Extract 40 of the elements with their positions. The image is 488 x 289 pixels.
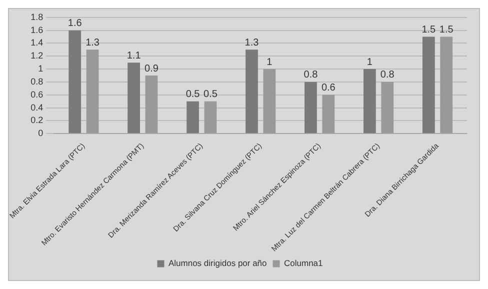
y-tick-label: 1.2: [30, 50, 44, 61]
data-label: 0.5: [204, 89, 218, 100]
bar: [364, 69, 376, 134]
y-tick-label: 1.8: [30, 12, 44, 22]
data-label: 1.3: [86, 37, 100, 48]
y-tick-label: 0.6: [30, 89, 44, 100]
data-label: 1.5: [422, 24, 436, 36]
y-tick-label: 1.6: [30, 24, 44, 35]
data-label: 0.8: [380, 70, 395, 81]
bar: [246, 50, 258, 134]
bar: [263, 69, 276, 134]
bar: [422, 36, 435, 134]
bar: [304, 82, 317, 134]
data-label: 1: [266, 56, 273, 68]
data-label: 0.5: [186, 89, 200, 100]
bar: [68, 30, 82, 134]
data-label: 1.3: [244, 37, 260, 48]
y-tick-label: 0.8: [30, 76, 44, 86]
data-label: 1.5: [439, 24, 454, 36]
bar: [128, 62, 140, 134]
data-label: 1.1: [126, 50, 142, 62]
legend-label: Columna1: [284, 258, 324, 268]
bar: [381, 82, 394, 134]
bar: [186, 101, 199, 134]
legend-label: Alumnos dirigidos por año: [168, 258, 268, 268]
bar: [440, 36, 453, 134]
y-tick-label: 0: [38, 128, 44, 138]
bar: [145, 76, 158, 134]
bar: [322, 94, 335, 134]
y-tick-label: 0.4: [30, 102, 44, 112]
data-label: 0.6: [321, 82, 336, 94]
bar: [86, 50, 99, 134]
data-label: 0.9: [144, 63, 159, 74]
data-label: 1: [366, 56, 373, 68]
data-label: 0.8: [304, 70, 318, 81]
bar: [204, 101, 217, 134]
y-tick-label: 0.2: [30, 115, 44, 126]
y-tick-label: 1.4: [30, 38, 44, 48]
data-label: 1.6: [68, 18, 82, 30]
y-tick-label: 1: [38, 64, 44, 74]
